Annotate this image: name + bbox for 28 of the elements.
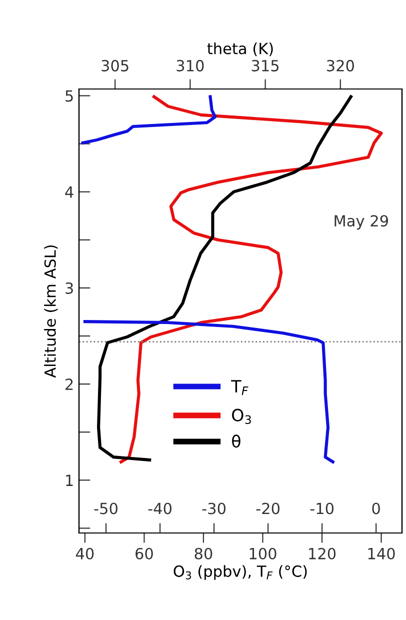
x-tick-label: -40 <box>148 502 172 514</box>
x2-axis-title: theta (K) <box>207 42 273 56</box>
x-tick-label: 100 <box>250 548 276 560</box>
legend-label: θ <box>232 434 240 448</box>
y-tick-label: 4 <box>65 186 74 198</box>
y-tick-label: 2 <box>66 378 73 390</box>
x-tick-label: -10 <box>310 502 334 514</box>
y-tick-label: 1 <box>66 474 73 486</box>
x-tick-label: 40 <box>76 548 94 560</box>
x-tick-label: 80 <box>194 548 212 560</box>
x-tick-label: 140 <box>368 548 395 560</box>
x-tick-label: 60 <box>136 548 153 560</box>
x2-tick-label: 315 <box>252 60 279 72</box>
x-tick-label: -20 <box>256 502 280 514</box>
y-tick-label: 5 <box>66 90 73 102</box>
x-tick-label: -30 <box>202 502 226 514</box>
x2-tick-label: 310 <box>176 60 204 72</box>
x-tick-label: 0 <box>372 502 380 514</box>
x2-tick-label: 305 <box>102 60 128 72</box>
x-axis-title: O$_{3}$ (ppbv), T$_{F}$ (°C) <box>174 565 307 580</box>
x-tick-label: 120 <box>309 548 336 560</box>
annotation: May 29 <box>334 215 388 230</box>
y-tick-label: 3 <box>66 282 73 294</box>
x2-tick-label: 320 <box>326 60 354 72</box>
x-tick-label: -50 <box>94 502 118 514</box>
legend-label: O$_{3}$ <box>232 408 251 424</box>
legend-label: T$_{F}$ <box>231 380 248 396</box>
y-axis-title: Altitude (km ASL) <box>44 245 58 378</box>
